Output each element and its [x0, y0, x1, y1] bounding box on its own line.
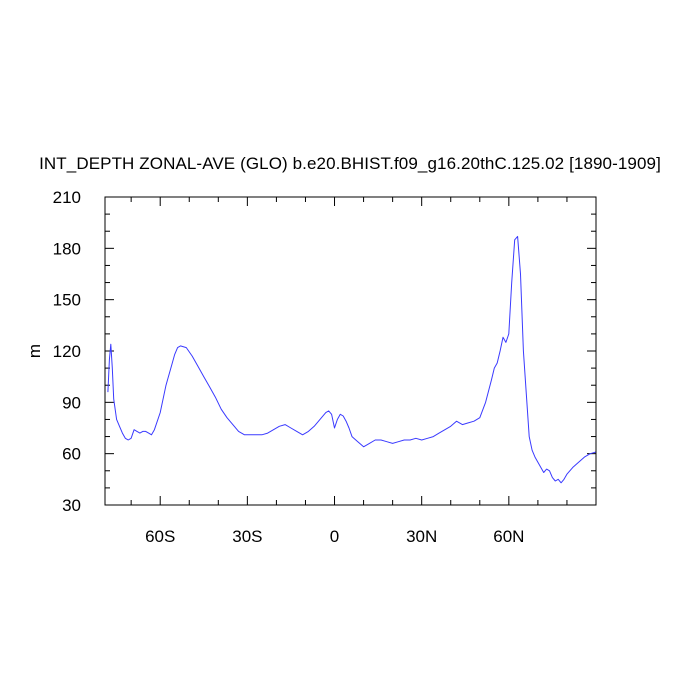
y-tick-label: 180	[53, 239, 81, 258]
data-series-line	[107, 235, 597, 484]
y-tick-label: 30	[62, 496, 81, 515]
y-tick-label: 90	[62, 393, 81, 412]
chart-title: INT_DEPTH ZONAL-AVE (GLO) b.e20.BHIST.f0…	[39, 154, 661, 173]
y-tick-label: 120	[53, 342, 81, 361]
x-tick-label: 60S	[145, 527, 175, 546]
x-tick-label: 60N	[493, 527, 524, 546]
x-tick-label: 30N	[406, 527, 437, 546]
plot-frame	[104, 196, 597, 506]
y-tick-label: 150	[53, 291, 81, 310]
tick-labels-layer: 30 60 90 120 150 180 210 60S 30S 0 30N 60N	[53, 188, 525, 546]
x-tick-label: 0	[330, 527, 339, 546]
y-tick-label: 210	[53, 188, 81, 207]
y-tick-label: 60	[62, 445, 81, 464]
y-axis-label: m	[25, 344, 44, 358]
x-tick-label: 30S	[232, 527, 262, 546]
ticks-layer	[105, 196, 596, 506]
